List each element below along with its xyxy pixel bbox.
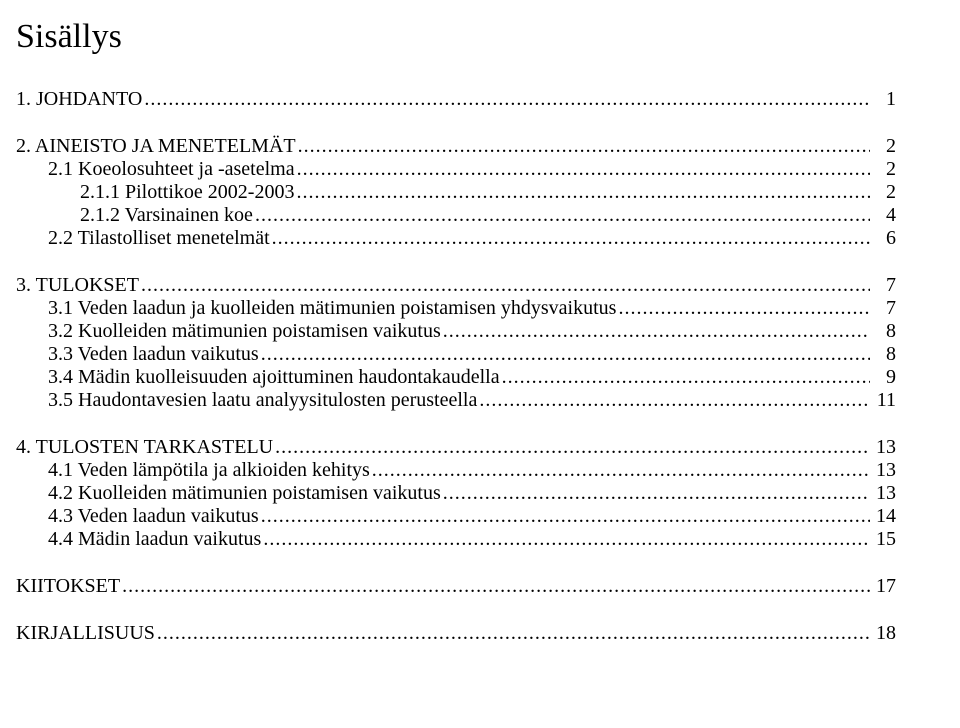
page-title: Sisällys <box>16 18 896 56</box>
toc-page-number: 2 <box>872 135 896 158</box>
toc-page-number: 18 <box>872 622 896 645</box>
toc-row: 2. AINEISTO JA MENETELMÄT 2 <box>16 135 896 158</box>
toc-page-number: 13 <box>872 436 896 459</box>
toc-gap <box>16 111 896 135</box>
toc-label: 4. TULOSTEN TARKASTELU <box>16 436 273 459</box>
toc-page-number: 2 <box>872 181 896 204</box>
toc-page-number: 2 <box>872 158 896 181</box>
toc-page-number: 7 <box>872 297 896 320</box>
toc-row: 3.2 Kuolleiden mätimunien poistamisen va… <box>16 320 896 343</box>
toc-label: KIITOKSET <box>16 575 120 598</box>
toc-page-number: 13 <box>872 482 896 505</box>
toc-leader <box>502 366 870 389</box>
toc-row: 3. TULOKSET 7 <box>16 274 896 297</box>
toc-label: 2.1 Koeolosuhteet ja -asetelma <box>48 158 295 181</box>
toc-leader <box>141 274 870 297</box>
toc-page-number: 6 <box>872 227 896 250</box>
toc-leader <box>443 482 870 505</box>
toc-label: 3.4 Mädin kuolleisuuden ajoittuminen hau… <box>48 366 500 389</box>
toc-label: 2.2 Tilastolliset menetelmät <box>48 227 270 250</box>
toc-row: KIITOKSET 17 <box>16 575 896 598</box>
toc-page-number: 8 <box>872 320 896 343</box>
toc-row: 1. JOHDANTO 1 <box>16 88 896 111</box>
toc-leader <box>261 343 870 366</box>
toc-leader <box>298 135 870 158</box>
toc-label: 3.5 Haudontavesien laatu analyysituloste… <box>48 389 477 412</box>
toc-row: 3.3 Veden laadun vaikutus 8 <box>16 343 896 366</box>
toc-row: 3.1 Veden laadun ja kuolleiden mätimunie… <box>16 297 896 320</box>
toc-label: 4.3 Veden laadun vaikutus <box>48 505 259 528</box>
toc-label: 4.1 Veden lämpötila ja alkioiden kehitys <box>48 459 370 482</box>
toc-label: 3.2 Kuolleiden mätimunien poistamisen va… <box>48 320 441 343</box>
toc-leader <box>443 320 870 343</box>
toc-label: 2.1.1 Pilottikoe 2002-2003 <box>80 181 294 204</box>
toc-leader <box>272 227 870 250</box>
toc-label: 3.1 Veden laadun ja kuolleiden mätimunie… <box>48 297 616 320</box>
toc-row: 2.1.1 Pilottikoe 2002-2003 2 <box>16 181 896 204</box>
toc-leader <box>296 181 870 204</box>
toc-gap <box>16 598 896 622</box>
toc-page-number: 1 <box>872 88 896 111</box>
toc-leader <box>275 436 870 459</box>
toc-label: 3.3 Veden laadun vaikutus <box>48 343 259 366</box>
toc-leader <box>479 389 870 412</box>
toc-leader <box>297 158 870 181</box>
toc-leader <box>372 459 870 482</box>
toc-row: KIRJALLISUUS 18 <box>16 622 896 645</box>
toc-row: 4.2 Kuolleiden mätimunien poistamisen va… <box>16 482 896 505</box>
toc-leader <box>263 528 870 551</box>
toc-page-number: 8 <box>872 343 896 366</box>
toc-leader <box>144 88 870 111</box>
toc-row: 4.1 Veden lämpötila ja alkioiden kehitys… <box>16 459 896 482</box>
toc-gap <box>16 250 896 274</box>
toc-page-number: 4 <box>872 204 896 227</box>
toc-row: 2.1.2 Varsinainen koe 4 <box>16 204 896 227</box>
toc-label: 4.2 Kuolleiden mätimunien poistamisen va… <box>48 482 441 505</box>
toc-leader <box>122 575 870 598</box>
toc-page-number: 7 <box>872 274 896 297</box>
table-of-contents: 1. JOHDANTO12. AINEISTO JA MENETELMÄT22.… <box>16 88 896 645</box>
toc-page-number: 13 <box>872 459 896 482</box>
toc-row: 4.3 Veden laadun vaikutus 14 <box>16 505 896 528</box>
toc-row: 3.5 Haudontavesien laatu analyysituloste… <box>16 389 896 412</box>
toc-label: 1. JOHDANTO <box>16 88 142 111</box>
toc-label: 3. TULOKSET <box>16 274 139 297</box>
toc-page-number: 11 <box>872 389 896 412</box>
toc-leader <box>261 505 870 528</box>
toc-gap <box>16 412 896 436</box>
toc-label: 2. AINEISTO JA MENETELMÄT <box>16 135 296 158</box>
toc-leader <box>157 622 870 645</box>
toc-row: 4.4 Mädin laadun vaikutus 15 <box>16 528 896 551</box>
toc-label: 2.1.2 Varsinainen koe <box>80 204 253 227</box>
toc-row: 2.1 Koeolosuhteet ja -asetelma 2 <box>16 158 896 181</box>
page-container: Sisällys 1. JOHDANTO 1 2. AINEISTO JA MENE… <box>0 0 960 663</box>
toc-label: 4.4 Mädin laadun vaikutus <box>48 528 261 551</box>
toc-leader <box>255 204 870 227</box>
toc-row: 4. TULOSTEN TARKASTELU 13 <box>16 436 896 459</box>
toc-label: KIRJALLISUUS <box>16 622 155 645</box>
toc-leader <box>618 297 870 320</box>
toc-page-number: 17 <box>872 575 896 598</box>
toc-row: 3.4 Mädin kuolleisuuden ajoittuminen hau… <box>16 366 896 389</box>
toc-page-number: 9 <box>872 366 896 389</box>
toc-page-number: 15 <box>872 528 896 551</box>
toc-gap <box>16 551 896 575</box>
toc-page-number: 14 <box>872 505 896 528</box>
toc-row: 2.2 Tilastolliset menetelmät 6 <box>16 227 896 250</box>
